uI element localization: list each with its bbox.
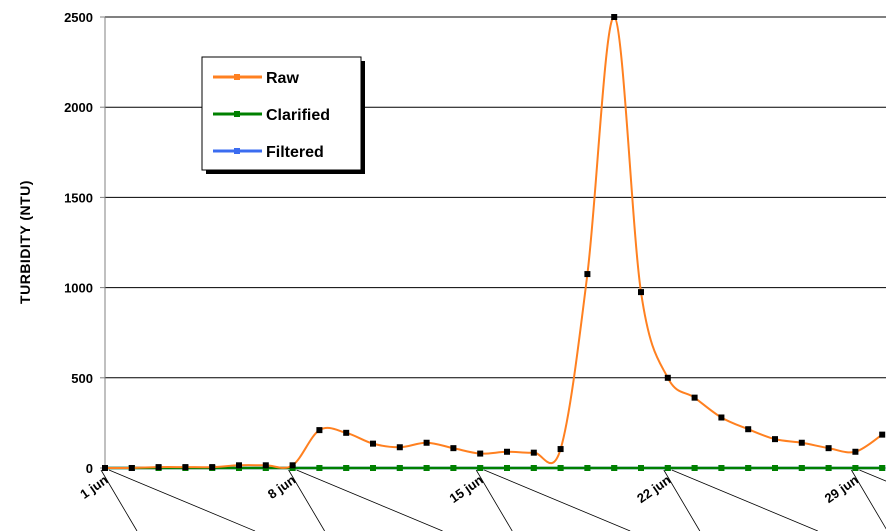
- legend-item-raw: Raw: [213, 70, 299, 87]
- data-point-raw: [772, 436, 778, 443]
- legend-swatch-marker: [234, 148, 240, 154]
- data-point-raw: [155, 464, 162, 471]
- data-point-raw: [128, 465, 135, 471]
- data-point-raw: [611, 14, 618, 20]
- legend-item-filtered: Filtered: [213, 144, 324, 161]
- data-point-clarified: [798, 465, 805, 471]
- data-point-raw: [423, 439, 430, 446]
- data-point-raw: [396, 444, 403, 451]
- legend-label: Clarified: [266, 107, 330, 124]
- data-point-raw: [343, 429, 350, 436]
- data-point-raw: [879, 431, 886, 438]
- x-tick-leader: [100, 469, 138, 531]
- data-point-clarified: [477, 465, 484, 471]
- legend-swatch-marker: [234, 111, 240, 117]
- data-point-raw: [102, 465, 108, 471]
- x-tick-labels: 1 jun 8 jun 15 jun 22 jun 29 jun: [77, 469, 886, 531]
- data-point-clarified: [879, 465, 886, 471]
- data-point-raw: [477, 450, 484, 457]
- x-tick-leader: [296, 469, 443, 531]
- data-point-clarified: [664, 465, 671, 471]
- data-point-raw: [450, 445, 457, 452]
- legend: Raw Clarified Filtered: [201, 56, 365, 174]
- legend-label: Raw: [266, 70, 299, 87]
- x-tick-label: 29 jun: [822, 472, 861, 506]
- x-tick-label: 1 jun: [77, 472, 111, 502]
- data-point-raw: [664, 374, 671, 381]
- data-point-raw: [289, 462, 296, 469]
- y-tick-label: 500: [71, 371, 93, 386]
- data-point-clarified: [504, 465, 510, 471]
- data-point-clarified: [852, 465, 859, 471]
- data-point-raw: [557, 446, 564, 453]
- x-tick-leader: [484, 469, 631, 531]
- data-point-raw: [718, 414, 725, 421]
- data-point-raw: [236, 462, 242, 469]
- y-tick-labels: 0 500 1000 1500 2000 2500: [64, 10, 93, 476]
- data-point-clarified: [611, 465, 618, 471]
- data-point-raw: [638, 289, 644, 296]
- data-point-clarified: [316, 465, 323, 471]
- data-point-raw: [262, 462, 269, 469]
- data-point-clarified: [370, 465, 376, 471]
- y-tick-label: 2000: [64, 100, 93, 115]
- data-point-clarified: [530, 465, 537, 471]
- x-tick-leader: [108, 469, 256, 531]
- data-point-clarified: [691, 465, 698, 471]
- x-tick-leader: [663, 469, 701, 531]
- data-point-raw: [691, 394, 698, 401]
- data-point-raw: [825, 445, 832, 452]
- gridlines: [100, 16, 886, 469]
- x-tick-leader: [859, 469, 886, 482]
- y-tick-label: 0: [86, 461, 93, 476]
- y-tick-label: 1000: [64, 281, 93, 296]
- x-tick-label: 15 jun: [447, 472, 486, 506]
- data-point-clarified: [450, 465, 457, 471]
- data-point-raw: [745, 426, 752, 433]
- data-point-raw: [209, 464, 216, 471]
- x-tick-leader: [475, 469, 513, 531]
- data-point-clarified: [557, 465, 564, 471]
- data-point-raw: [530, 449, 537, 456]
- x-tick-label: 8 jun: [265, 472, 299, 502]
- data-point-clarified: [584, 465, 591, 471]
- series-raw: [102, 14, 886, 471]
- legend-label: Filtered: [266, 144, 324, 161]
- legend-swatch-marker: [234, 74, 240, 80]
- data-point-raw: [182, 464, 189, 471]
- data-point-raw: [316, 427, 323, 434]
- x-tick-leader: [671, 469, 818, 531]
- data-point-clarified: [718, 465, 725, 471]
- data-point-raw: [852, 448, 859, 455]
- legend-item-clarified: Clarified: [213, 107, 330, 124]
- series-layer: [102, 14, 886, 471]
- data-point-clarified: [343, 465, 350, 471]
- data-point-clarified: [638, 465, 644, 471]
- y-tick-label: 1500: [64, 190, 93, 205]
- x-tick-leader: [851, 469, 886, 530]
- data-point-raw: [504, 448, 510, 455]
- y-tick-label: 2500: [64, 10, 93, 25]
- x-tick-label: 22 jun: [634, 472, 673, 506]
- data-point-raw: [370, 440, 376, 447]
- y-axis-label: TURBIDITY (NTU): [17, 180, 33, 304]
- data-point-raw: [798, 439, 805, 446]
- data-point-clarified: [772, 465, 778, 471]
- data-point-clarified: [825, 465, 832, 471]
- x-tick-leader: [288, 469, 325, 531]
- data-point-clarified: [745, 465, 752, 471]
- data-point-clarified: [396, 465, 403, 471]
- data-point-raw: [584, 271, 591, 278]
- data-point-clarified: [423, 465, 430, 471]
